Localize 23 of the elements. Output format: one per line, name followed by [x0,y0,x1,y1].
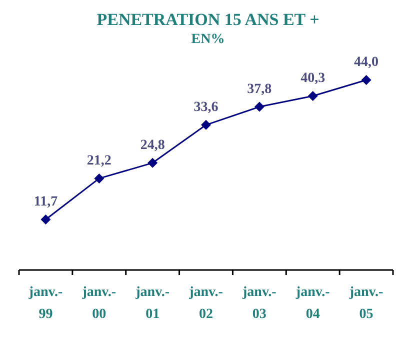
x-tick-label: janv.-99 [28,285,63,322]
data-label: 40,3 [300,70,326,86]
data-label: 24,8 [140,138,165,153]
chart-subtitle: EN% [190,31,226,49]
x-tick-label: janv.-01 [134,285,170,322]
chart-title: PENETRATION 15 ANS ET + [96,10,320,30]
point [254,102,264,112]
x-tick-label: janv.-03 [242,285,277,322]
data-label: 44,0 [354,55,379,70]
point [40,214,51,224]
point [148,158,158,168]
x-tick-label: janv.-00 [81,285,116,322]
point [201,120,211,130]
data-label: 33,6 [194,100,218,115]
point [94,173,104,184]
data-label: 37,8 [247,82,272,97]
x-tick-label: janv.-02 [188,285,224,322]
point [361,75,372,85]
point [308,90,318,101]
data-label: 21,2 [86,153,112,168]
x-tick-label: janv.-04 [294,285,330,322]
x-tick-label: janv.-05 [348,285,384,322]
data-label: 11,7 [34,194,58,210]
